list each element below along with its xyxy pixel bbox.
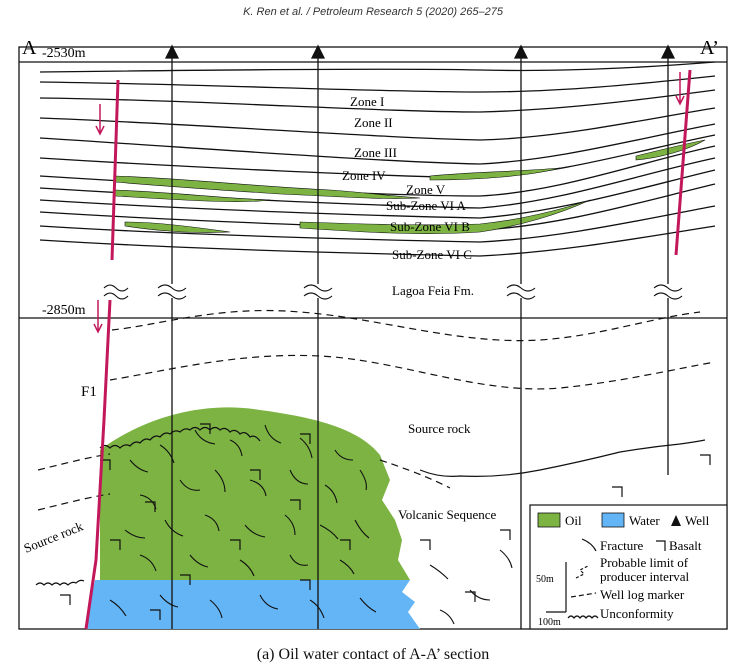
zone-label: Zone II — [354, 115, 393, 130]
section-label-right: A’ — [700, 37, 719, 59]
legend-scale-vertical-label: 50m — [536, 574, 554, 585]
unconformity-top — [99, 426, 261, 449]
formation-lagoa: Lagoa Feia Fm. — [392, 283, 474, 298]
legend-unconformity-icon — [567, 615, 599, 619]
unconformity-left — [35, 579, 85, 586]
legend-fracture-icon — [581, 538, 597, 552]
legend-producer-label-1: Probable limit of — [600, 555, 689, 570]
basalt-markers — [60, 423, 711, 620]
legend-marker-icon — [570, 592, 597, 598]
formation-source-rock-left: Source rock — [22, 518, 86, 555]
fault-arrows — [93, 72, 685, 334]
formation-volcanic: Volcanic Sequence — [398, 507, 497, 522]
oil-body — [100, 407, 410, 580]
legend-fracture-label: Fracture — [600, 538, 644, 553]
well-log-markers — [37, 309, 716, 511]
oil-lenses — [114, 139, 706, 234]
zone-label: Sub-Zone VI B — [390, 219, 470, 234]
legend-water-label: Water — [629, 513, 660, 528]
legend-unconformity-label: Unconformity — [600, 606, 674, 621]
zone-label: Sub-Zone VI A — [386, 198, 467, 213]
zone-label: Sub-Zone VI C — [392, 247, 472, 262]
legend-producer-icon — [575, 565, 589, 579]
legend-scale-horizontal-label: 100m — [538, 617, 561, 628]
zone-label: Zone IV — [342, 168, 386, 183]
water-body — [85, 580, 420, 629]
zone-labels: Zone I Zone II Zone III Zone IV Zone V S… — [342, 94, 472, 262]
legend: Oil Water Well Fracture Basalt Probable … — [529, 504, 728, 630]
unconformity-right — [419, 439, 706, 477]
zone-label: Zone III — [354, 145, 397, 160]
legend-well-label: Well — [685, 513, 710, 528]
legend-producer-label-2: producer interval — [600, 569, 690, 584]
section-label-left: A — [22, 37, 37, 59]
legend-well-icon — [671, 515, 681, 526]
depth-label-top: -2530m — [42, 46, 86, 61]
legend-oil-label: Oil — [565, 513, 582, 528]
fault-right — [674, 69, 692, 256]
journal-header: K. Ren et al. / Petroleum Research 5 (20… — [243, 6, 503, 18]
legend-marker-label: Well log marker — [600, 587, 685, 602]
fault-label: F1 — [81, 384, 97, 400]
legend-oil-swatch — [537, 512, 561, 528]
fault-f1 — [84, 79, 120, 630]
formation-source-rock-right: Source rock — [408, 421, 471, 436]
wells — [164, 44, 676, 629]
depth-label-bottom: -2850m — [42, 303, 86, 318]
legend-box — [529, 504, 728, 630]
figure-caption: (a) Oil water contact of A-A’ section — [256, 646, 490, 663]
legend-basalt-label: Basalt — [669, 538, 702, 553]
zone-label: Zone V — [406, 182, 446, 197]
legend-water-swatch — [601, 512, 625, 528]
zone-label: Zone I — [350, 94, 384, 109]
break-symbols — [103, 284, 683, 300]
legend-basalt-icon — [656, 540, 666, 551]
